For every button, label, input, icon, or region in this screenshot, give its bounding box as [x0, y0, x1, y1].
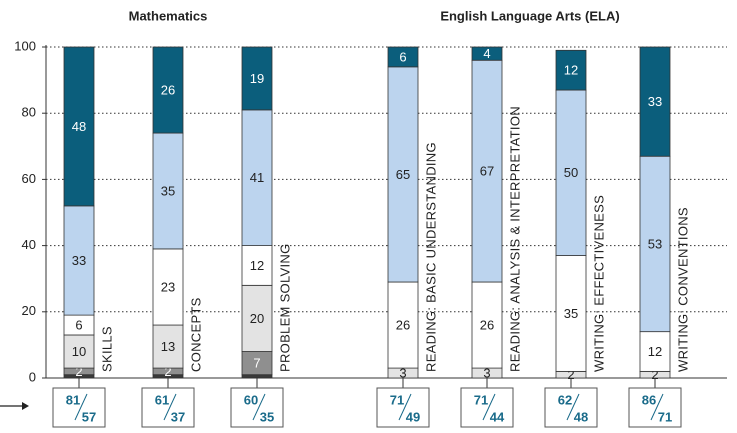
- value-label: 6: [399, 49, 406, 64]
- bar-segment: [471, 281, 503, 369]
- y-tick-label: 80: [22, 105, 36, 120]
- score-box: [544, 387, 598, 428]
- score-bottom: 49: [406, 409, 420, 424]
- value-label: 6: [75, 317, 82, 332]
- score-box: [628, 387, 682, 428]
- score-slash: [398, 393, 412, 421]
- category-label: WRITING: CONVENTIONS: [675, 207, 690, 372]
- score-top: 81: [66, 392, 80, 407]
- score-bottom: 37: [171, 409, 185, 424]
- y-tick-label: 0: [29, 369, 36, 384]
- value-label: 20: [250, 311, 264, 326]
- bar-segment: [152, 132, 184, 250]
- bar-segment: [241, 46, 273, 111]
- score-bottom: 71: [658, 409, 672, 424]
- value-label: 12: [648, 344, 662, 359]
- score-bottom: 57: [82, 409, 96, 424]
- bar-segment: [639, 155, 671, 333]
- value-label: 33: [72, 253, 86, 268]
- y-tick-label: 60: [22, 171, 36, 186]
- bar-segment: [387, 66, 419, 283]
- value-label: 2: [164, 364, 171, 379]
- value-label: 26: [161, 82, 175, 97]
- bar-segment: [241, 374, 273, 379]
- bar-segment: [639, 331, 671, 372]
- score-slash: [252, 393, 266, 421]
- value-label: 26: [480, 317, 494, 332]
- bar-segment: [471, 46, 503, 61]
- y-tick-label: 20: [22, 303, 36, 318]
- score-top: 86: [642, 392, 656, 407]
- score-slash: [482, 393, 496, 421]
- y-tick-label: 100: [14, 38, 36, 53]
- bar-segment: [63, 334, 95, 369]
- value-label: 13: [161, 339, 175, 354]
- bar-segment: [152, 248, 184, 326]
- bar-segment: [555, 255, 587, 372]
- score-slash: [566, 393, 580, 421]
- score-top: 71: [474, 392, 488, 407]
- value-label: 3: [483, 365, 490, 380]
- score-top: 71: [390, 392, 404, 407]
- bar-segment: [387, 46, 419, 68]
- category-label: READING: BASIC UNDERSTANDING: [423, 142, 438, 372]
- value-label: 19: [250, 71, 264, 86]
- score-slash: [163, 393, 177, 421]
- value-label: 48: [72, 119, 86, 134]
- score-box: [230, 387, 284, 428]
- score-box: [460, 387, 514, 428]
- score-slash: [650, 393, 664, 421]
- group-title: Mathematics: [129, 8, 208, 23]
- value-label: 65: [396, 167, 410, 182]
- value-label: 33: [648, 94, 662, 109]
- value-label: 35: [161, 183, 175, 198]
- score-top: 62: [558, 392, 572, 407]
- arrow-head: [22, 402, 29, 410]
- value-label: 53: [648, 236, 662, 251]
- bar-segment: [63, 205, 95, 316]
- value-label: 23: [161, 279, 175, 294]
- value-label: 7: [253, 356, 260, 371]
- bar-segment: [63, 46, 95, 207]
- bar-segment: [152, 46, 184, 134]
- value-label: 4: [483, 46, 490, 61]
- category-label: PROBLEM SOLVING: [277, 243, 292, 372]
- value-label: 12: [250, 258, 264, 273]
- value-label: 2: [651, 367, 658, 382]
- value-label: 26: [396, 317, 410, 332]
- value-label: 50: [564, 165, 578, 180]
- score-bottom: 48: [574, 409, 588, 424]
- value-label: 12: [564, 63, 578, 78]
- bar-segment: [639, 46, 671, 157]
- y-tick-label: 40: [22, 237, 36, 252]
- bar-segment: [241, 109, 273, 247]
- category-label: CONCEPTS: [188, 297, 203, 372]
- category-label: READING: ANALYSIS & INTERPRETATION: [507, 106, 522, 372]
- value-label: 2: [75, 364, 82, 379]
- score-bottom: 35: [260, 409, 274, 424]
- score-top: 61: [155, 392, 169, 407]
- category-label: WRITING: EFFECTIVENESS: [591, 195, 606, 372]
- bar-segment: [555, 49, 587, 91]
- score-box: [376, 387, 430, 428]
- score-top: 60: [244, 392, 258, 407]
- value-label: 2: [567, 367, 574, 382]
- value-label: 67: [480, 164, 494, 179]
- group-title: English Language Arts (ELA): [440, 8, 619, 23]
- value-label: 41: [250, 170, 264, 185]
- score-slash: [74, 393, 88, 421]
- score-box: [141, 387, 195, 428]
- score-box: [52, 387, 106, 428]
- value-label: 10: [72, 344, 86, 359]
- category-label: SKILLS: [99, 326, 114, 372]
- score-bottom: 44: [490, 409, 505, 424]
- value-label: 35: [564, 306, 578, 321]
- value-label: 3: [399, 365, 406, 380]
